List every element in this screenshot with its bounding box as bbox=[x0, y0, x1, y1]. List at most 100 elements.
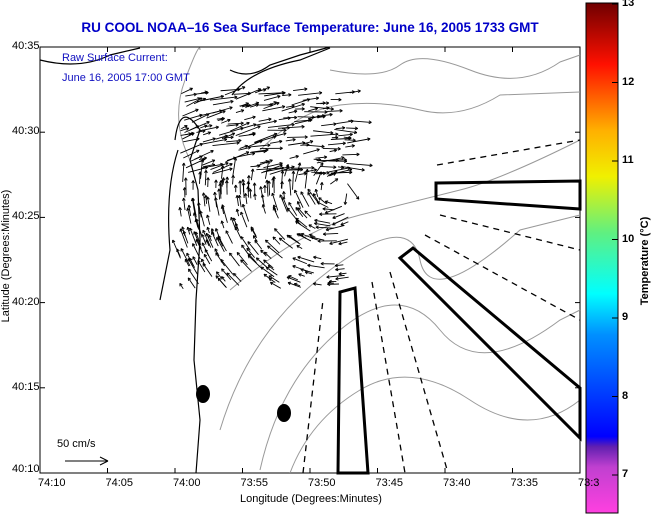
current-vector-arrow bbox=[215, 275, 227, 288]
current-vector-arrow bbox=[240, 259, 252, 272]
current-vector-arrow bbox=[250, 226, 257, 237]
current-vector-arrow bbox=[294, 189, 304, 208]
current-vector-arrow bbox=[212, 99, 234, 106]
current-vector-arrow bbox=[298, 91, 323, 96]
current-vector-arrow bbox=[281, 126, 291, 130]
figure-title: RU COOL NOAA–16 Sea Surface Temperature:… bbox=[81, 20, 539, 35]
current-vector-arrow bbox=[220, 87, 241, 92]
current-vector-arrow bbox=[309, 233, 316, 238]
current-vector-arrow bbox=[202, 137, 216, 143]
current-vector-arrow bbox=[198, 125, 219, 132]
current-vector-arrow bbox=[332, 216, 349, 226]
current-vector-arrow bbox=[263, 259, 274, 269]
y-tick-label: 40:30 bbox=[12, 125, 40, 138]
current-vector-arrow bbox=[292, 257, 308, 265]
current-vector-arrow bbox=[266, 101, 277, 106]
x-tick-label: 73:45 bbox=[375, 477, 404, 489]
current-vector-arrow bbox=[241, 244, 249, 255]
current-vector-arrow bbox=[319, 182, 324, 191]
current-vector-arrow bbox=[287, 135, 308, 139]
current-vector-arrow bbox=[235, 109, 245, 113]
current-vector-arrow bbox=[225, 230, 233, 244]
current-vector-arrow bbox=[176, 248, 181, 257]
current-vector-arrow bbox=[267, 245, 283, 259]
current-vector-arrow bbox=[291, 170, 296, 190]
current-vector-arrow bbox=[206, 214, 211, 225]
current-vector-arrow bbox=[272, 132, 287, 138]
scale-arrow bbox=[65, 456, 109, 466]
current-vector-arrow bbox=[254, 132, 278, 143]
x-axis-label: Longitude (Degrees:Minutes) bbox=[240, 493, 382, 505]
current-vector-arrow bbox=[183, 177, 188, 196]
current-vector-arrow bbox=[198, 156, 207, 161]
current-vector-arrow bbox=[265, 266, 278, 276]
current-vector-arrow bbox=[310, 132, 339, 137]
current-vector-arrow bbox=[217, 117, 225, 122]
current-vector-arrow bbox=[285, 137, 296, 142]
current-vector-arrow bbox=[254, 239, 262, 250]
current-vector-arrow bbox=[342, 152, 360, 157]
current-vector-arrow bbox=[280, 170, 285, 188]
current-vector-arrow bbox=[212, 163, 233, 173]
current-vector-arrow bbox=[224, 180, 229, 195]
colorbar bbox=[585, 2, 619, 514]
current-vector-arrow bbox=[255, 159, 273, 167]
current-vector-arrow bbox=[302, 96, 320, 101]
current-vector-arrow bbox=[201, 234, 207, 245]
current-vector-arrow bbox=[331, 135, 339, 140]
current-vector-arrow bbox=[307, 191, 316, 205]
current-vector-arrow bbox=[291, 98, 311, 106]
current-vector-arrow bbox=[335, 126, 346, 130]
x-tick-label: 74:05 bbox=[105, 477, 134, 489]
current-vector-arrow bbox=[181, 226, 186, 237]
current-vector-arrow bbox=[204, 169, 208, 186]
current-vector-arrow bbox=[335, 276, 349, 281]
current-vector-arrow bbox=[206, 196, 211, 212]
current-vector-arrow bbox=[340, 221, 349, 226]
current-vector-arrow bbox=[322, 232, 339, 236]
current-vector-arrow bbox=[272, 207, 279, 219]
current-vector-arrow bbox=[205, 239, 210, 247]
current-vector-arrow bbox=[338, 271, 347, 276]
current-vector-arrow bbox=[341, 166, 365, 172]
current-vector-arrow bbox=[330, 97, 342, 102]
current-vector-arrow bbox=[259, 146, 283, 151]
current-vector-arrow bbox=[236, 251, 248, 266]
current-vector-arrow bbox=[187, 277, 196, 289]
current-vector-arrow bbox=[230, 216, 237, 231]
current-vector-arrow bbox=[269, 281, 281, 289]
annotation-line1: Raw Surface Current: bbox=[62, 52, 168, 64]
current-vector-arrow bbox=[192, 243, 201, 260]
current-vector-arrow bbox=[232, 272, 242, 282]
current-vector-arrow bbox=[235, 125, 261, 137]
current-vector-arrow bbox=[239, 144, 249, 150]
current-vector-arrow bbox=[292, 264, 308, 272]
current-vector-arrow bbox=[327, 108, 343, 113]
current-vector-arrow bbox=[222, 135, 234, 140]
current-vector-arrow bbox=[321, 122, 337, 127]
current-vector-arrow bbox=[307, 263, 325, 269]
current-vector-arrow bbox=[220, 205, 225, 214]
current-vector-arrow bbox=[182, 108, 199, 117]
current-vector-arrow bbox=[343, 193, 348, 205]
current-vector-arrow bbox=[314, 188, 319, 198]
current-vector-arrow bbox=[278, 124, 305, 129]
current-vector-arrow bbox=[241, 104, 249, 108]
current-vector-arrow bbox=[263, 184, 267, 194]
current-vector-arrow bbox=[296, 245, 303, 250]
current-vector-arrow bbox=[263, 94, 281, 101]
current-vector-arrow bbox=[324, 205, 343, 214]
current-vector-arrow bbox=[258, 91, 285, 95]
current-vector-arrow bbox=[312, 282, 322, 286]
current-vector-arrow bbox=[221, 118, 231, 124]
current-vector-arrow bbox=[252, 182, 257, 195]
current-vector-arrow bbox=[262, 105, 286, 112]
current-vector-arrow bbox=[307, 188, 320, 205]
x-tick-label: 73:50 bbox=[308, 477, 336, 489]
current-vector-arrow bbox=[313, 130, 334, 135]
current-vector-arrow bbox=[247, 241, 259, 256]
current-vector-arrow bbox=[338, 241, 348, 246]
current-vector-arrow bbox=[322, 106, 330, 110]
current-vector-arrow bbox=[240, 211, 248, 228]
current-vector-arrow bbox=[269, 139, 283, 144]
